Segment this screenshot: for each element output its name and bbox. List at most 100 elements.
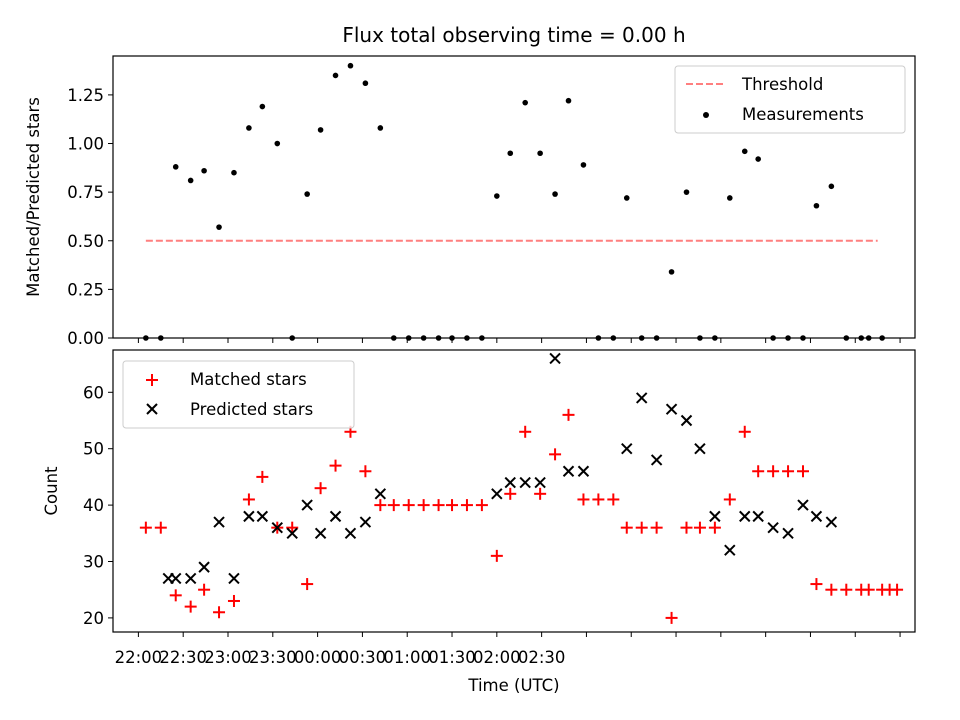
predicted-star-point [198, 561, 210, 573]
matched-star-point [752, 465, 765, 478]
predicted-star-point [767, 521, 779, 534]
predicted-star-point [359, 516, 372, 528]
top-y-axis-label: Matched/Predicted stars [24, 97, 43, 297]
predicted-star-point [228, 572, 240, 585]
measurement-point [304, 191, 310, 197]
predicted-star-point [810, 510, 823, 523]
x-tick-label: 02:00 [473, 648, 521, 667]
measurement-point [332, 72, 339, 79]
top-y-tick-label: 1.25 [67, 86, 104, 105]
predicted-star-point [184, 572, 197, 585]
top-y-tick-label: 0.25 [67, 280, 104, 299]
top-axes-frame [112, 55, 916, 339]
predicted-star-point [680, 414, 693, 427]
measurement-point [522, 99, 529, 106]
predicted-star-point [213, 516, 225, 528]
matched-star-point [198, 583, 211, 596]
matched-star-point [314, 482, 327, 495]
matched-star-point [417, 499, 430, 512]
predicted-star-point [344, 527, 357, 540]
predicted-star-point [374, 488, 387, 500]
legend-threshold-label: Threshold [741, 75, 823, 94]
matched-star-point [635, 521, 648, 534]
matched-star-point [286, 521, 299, 534]
matched-star-point [154, 521, 167, 534]
matched-star-point [723, 493, 736, 506]
bottom-y-tick-label: 50 [83, 440, 104, 459]
matched-star-point [650, 521, 663, 534]
matched-star-point [256, 470, 269, 483]
predicted-star-point [491, 488, 503, 500]
measurement-point [172, 164, 179, 170]
predicted-star-point [243, 510, 255, 523]
measurement-point [623, 195, 630, 201]
top-x-ticks [137, 338, 901, 343]
matched-star-point [432, 499, 445, 512]
measurement-point [552, 191, 558, 197]
bottom-axes-frame [112, 349, 916, 633]
measurement-point [683, 189, 690, 195]
matched-star-point [301, 578, 314, 591]
predicted-star-point [724, 544, 736, 556]
measurement-point [259, 103, 266, 110]
measurement-point [377, 125, 384, 131]
x-tick-label: 00:30 [339, 648, 387, 667]
measurement-point [216, 224, 222, 230]
top-panel: Flux total observing time = 0.00 h 0.000… [24, 23, 916, 348]
legend-matched-swatch [146, 374, 158, 386]
predicted-star-point [739, 510, 751, 523]
legend-measurements-label: Measurements [742, 105, 864, 124]
bottom-y-tick-label: 40 [83, 496, 104, 515]
matched-star-point [592, 493, 605, 506]
predicted-star-point [752, 510, 764, 523]
predicted-star-point [329, 510, 342, 523]
matched-star-point [562, 408, 575, 421]
top-legend: Threshold Measurements [674, 65, 906, 134]
measurement-point [362, 80, 369, 87]
matched-star-point [891, 583, 904, 596]
bottom-legend: Matched stars Predicted stars [122, 360, 355, 429]
x-tick-label: 00:00 [294, 648, 342, 667]
matched-star-point [475, 499, 488, 512]
x-tick-label: 02:30 [518, 648, 566, 667]
matched-star-point [504, 487, 517, 500]
measurement-point [317, 127, 324, 133]
chart-title: Flux total observing time = 0.00 h [342, 23, 685, 47]
matched-star-point [620, 521, 633, 534]
measurement-point [668, 269, 675, 275]
bottom-y-tick-label: 60 [83, 383, 104, 402]
matched-star-point [387, 499, 400, 512]
matched-star-point [549, 448, 562, 461]
predicted-star-point [825, 516, 838, 528]
predicted-star-point [519, 476, 531, 489]
matched-star-point [374, 499, 387, 512]
matched-star-point [359, 465, 372, 478]
measurement-point [274, 140, 281, 147]
predicted-star-point [665, 403, 678, 415]
matched-star-point [680, 521, 693, 534]
bottom-panel: 20 30 40 50 60 22:0022:3023:0023:3000:0000:3… [42, 349, 916, 695]
measurement-point [187, 177, 194, 184]
predicted-star-point [562, 465, 575, 477]
x-tick-label: 01:00 [383, 648, 431, 667]
bottom-y-tick-label: 30 [83, 553, 104, 572]
matched-star-point [534, 487, 547, 500]
matched-star-point [796, 465, 809, 478]
x-tick-label: 23:00 [204, 648, 252, 667]
matched-star-point [825, 583, 838, 596]
top-y-tick-label: 1.00 [67, 135, 104, 154]
matched-star-point [490, 549, 503, 562]
predicted-star-point [271, 521, 283, 534]
predicted-star-point [504, 476, 516, 489]
matched-star-point [708, 521, 721, 534]
measurement-point [565, 97, 572, 104]
predicted-star-point [650, 454, 663, 466]
x-tick-label: 23:30 [249, 648, 297, 667]
bottom-y-ticks: 20 30 40 50 60 [83, 383, 113, 628]
predicted-star-point [782, 527, 794, 540]
predicted-star-point [170, 572, 182, 585]
predicted-star-point [709, 510, 721, 523]
measurement-point [507, 150, 514, 157]
x-axis-label: Time (UTC) [467, 676, 559, 695]
